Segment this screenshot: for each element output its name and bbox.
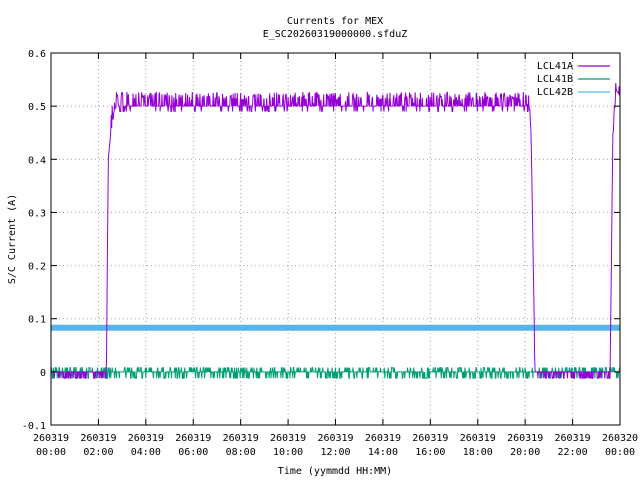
series-lcl41a (51, 83, 621, 379)
legend-label: LCL41B (537, 74, 573, 85)
x-tick-label-time: 18:00 (463, 447, 493, 458)
x-tick-label-date: 260319 (555, 433, 591, 444)
y-tick-label: 0.3 (28, 208, 46, 219)
chart-title: Currents for MEX (287, 16, 383, 27)
y-tick-label: 0.5 (28, 102, 46, 113)
x-tick-label-date: 260319 (175, 433, 211, 444)
x-tick-label-time: 02:00 (83, 447, 113, 458)
x-tick-label-date: 260319 (223, 433, 259, 444)
x-axis-label: Time (yymmdd HH:MM) (278, 466, 392, 477)
x-tick-label-time: 12:00 (320, 447, 350, 458)
x-tick-label-date: 260319 (365, 433, 401, 444)
x-tick-label-time: 14:00 (368, 447, 398, 458)
x-tick-label-date: 260320 (602, 433, 638, 444)
x-tick-label-time: 06:00 (178, 447, 208, 458)
x-tick-label-date: 260319 (460, 433, 496, 444)
y-tick-label: 0.4 (28, 155, 46, 166)
x-tick-label-date: 260319 (128, 433, 164, 444)
series-line-lcl41a (51, 83, 621, 379)
plot-area (50, 83, 621, 379)
y-axis-label: S/C Current (A) (7, 194, 18, 284)
x-tick-label-time: 20:00 (510, 447, 540, 458)
x-tick-label-time: 22:00 (558, 447, 588, 458)
x-tick-label-date: 260319 (270, 433, 306, 444)
x-tick-label-date: 260319 (412, 433, 448, 444)
x-tick-label-time: 04:00 (131, 447, 161, 458)
legend-label: LCL42B (537, 87, 573, 98)
x-tick-label-time: 10:00 (273, 447, 303, 458)
x-tick-label-time: 08:00 (226, 447, 256, 458)
x-tick-label-date: 260319 (33, 433, 69, 444)
x-tick-label-time: 00:00 (36, 447, 66, 458)
legend: LCL41A LCL41B LCL42B (537, 61, 610, 98)
x-tick-label-date: 260319 (317, 433, 353, 444)
series-lcl42b (51, 324, 620, 331)
y-tick-label: 0.6 (28, 49, 46, 60)
x-tick-label-time: 00:00 (605, 447, 635, 458)
axes: -0.1 0 0.1 0.2 0.3 0.4 0.5 0.6 260319 00:00 260319… (22, 49, 638, 458)
legend-label: LCL41A (537, 61, 573, 72)
series-line-lcl42b (51, 327, 620, 331)
x-tick-label-date: 260319 (80, 433, 116, 444)
y-tick-label: -0.1 (22, 421, 46, 432)
series-line-lcl41b (50, 367, 621, 379)
y-tick-label: 0.1 (28, 315, 46, 326)
series-lcl41b (50, 367, 621, 379)
y-tick-label: 0.2 (28, 262, 46, 273)
chart-subtitle: E_SC20260319000000.sfduZ (263, 29, 408, 40)
y-tick-label: 0 (40, 368, 46, 379)
x-tick-label-time: 16:00 (415, 447, 445, 458)
x-tick-label-date: 260319 (507, 433, 543, 444)
